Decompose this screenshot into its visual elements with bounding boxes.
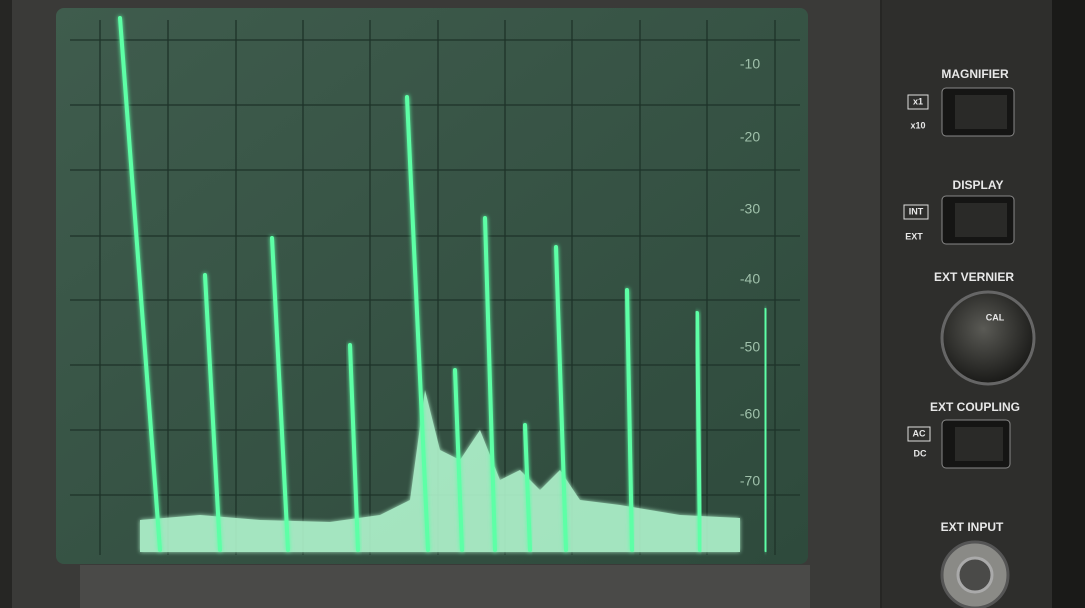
knob-label: CAL [986, 312, 1005, 322]
noise-floor [140, 390, 740, 552]
option-box [907, 94, 929, 110]
option-label: INT [909, 206, 924, 216]
spike [203, 273, 222, 552]
display-label: DISPLAY [953, 178, 1004, 192]
scale-label: -70 [740, 473, 760, 489]
ext-vernier-knob[interactable] [940, 290, 1036, 386]
connector-core [956, 556, 994, 594]
spike [118, 16, 162, 552]
option-box [903, 204, 929, 220]
magnifier-label: MAGNIFIER [941, 67, 1009, 81]
spike [763, 308, 768, 552]
scale-label: -30 [740, 201, 760, 217]
option-label: EXT [905, 231, 923, 241]
scale-label: -10 [740, 56, 760, 72]
scale-label: -20 [740, 129, 760, 145]
bezel-bottom [80, 565, 810, 608]
scale-label: -50 [740, 339, 760, 355]
ext-input-label: EXT INPUT [941, 520, 1004, 534]
option-label: DC [914, 448, 927, 458]
ext-vernier-label: EXT VERNIER [934, 270, 1014, 284]
spectrum-trace [118, 16, 768, 552]
spike [348, 343, 360, 552]
spike [695, 311, 702, 552]
spike [483, 216, 497, 552]
button-face [955, 95, 1007, 129]
spike [523, 423, 532, 552]
panel-edge [1052, 0, 1085, 608]
spike [554, 245, 568, 552]
ext-coupling-label: EXT COUPLING [930, 400, 1020, 414]
spike [453, 368, 464, 552]
option-label: x10 [910, 120, 925, 130]
option-label: x1 [913, 96, 923, 106]
option-label: AC [913, 428, 926, 438]
button-face [955, 203, 1007, 237]
spike [270, 236, 290, 552]
option-box [907, 426, 931, 442]
crt-screen [56, 8, 808, 564]
scale-labels: -10 -20 -30 -40 -50 -60 -70 [740, 56, 760, 489]
scale-label: -60 [740, 406, 760, 422]
spike [625, 288, 634, 552]
spike [405, 95, 430, 552]
scale-label: -40 [740, 271, 760, 287]
button-face [955, 427, 1003, 461]
